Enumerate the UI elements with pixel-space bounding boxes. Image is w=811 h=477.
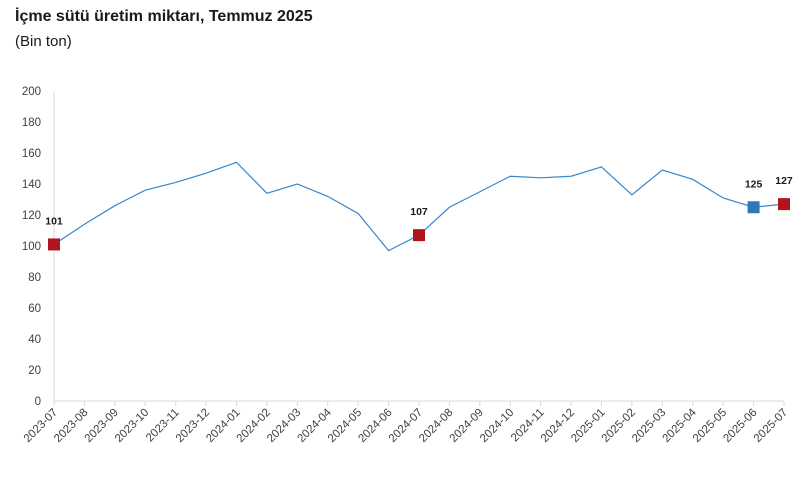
y-tick-label: 120 (22, 210, 41, 222)
highlight-marker (48, 238, 60, 251)
data-label: 125 (745, 178, 763, 190)
y-tick-label: 20 (28, 365, 41, 377)
chart-subtitle: (Bin ton) (15, 33, 72, 50)
data-label: 107 (410, 206, 428, 218)
chart-title: İçme sütü üretim miktarı, Temmuz 2025 (15, 8, 313, 25)
x-tick-label: 2025-07 (752, 407, 790, 445)
x-tick-label: 2024-10 (478, 407, 516, 445)
y-tick-label: 160 (22, 148, 41, 160)
highlight-markers: 101 107 125 127 (45, 175, 793, 251)
x-axis: 2023-072023-082023-092023-102023-112023-… (22, 400, 790, 445)
y-tick-label: 140 (22, 179, 41, 191)
data-label: 101 (45, 215, 63, 227)
highlight-marker (778, 198, 790, 211)
y-tick-label: 80 (28, 272, 41, 284)
highlight-marker (747, 201, 760, 214)
y-tick-label: 200 (22, 86, 41, 98)
y-tick-label: 100 (22, 241, 41, 253)
y-axis: 0 20 40 60 80 100 120 140 160 180 200 (22, 86, 55, 408)
x-tick-label: 2023-10 (113, 407, 151, 445)
y-tick-label: 180 (22, 117, 41, 129)
y-tick-label: 0 (35, 396, 41, 408)
highlight-marker (413, 229, 425, 242)
y-tick-label: 40 (28, 334, 41, 346)
y-tick-label: 60 (28, 303, 41, 315)
data-label: 127 (775, 175, 793, 187)
